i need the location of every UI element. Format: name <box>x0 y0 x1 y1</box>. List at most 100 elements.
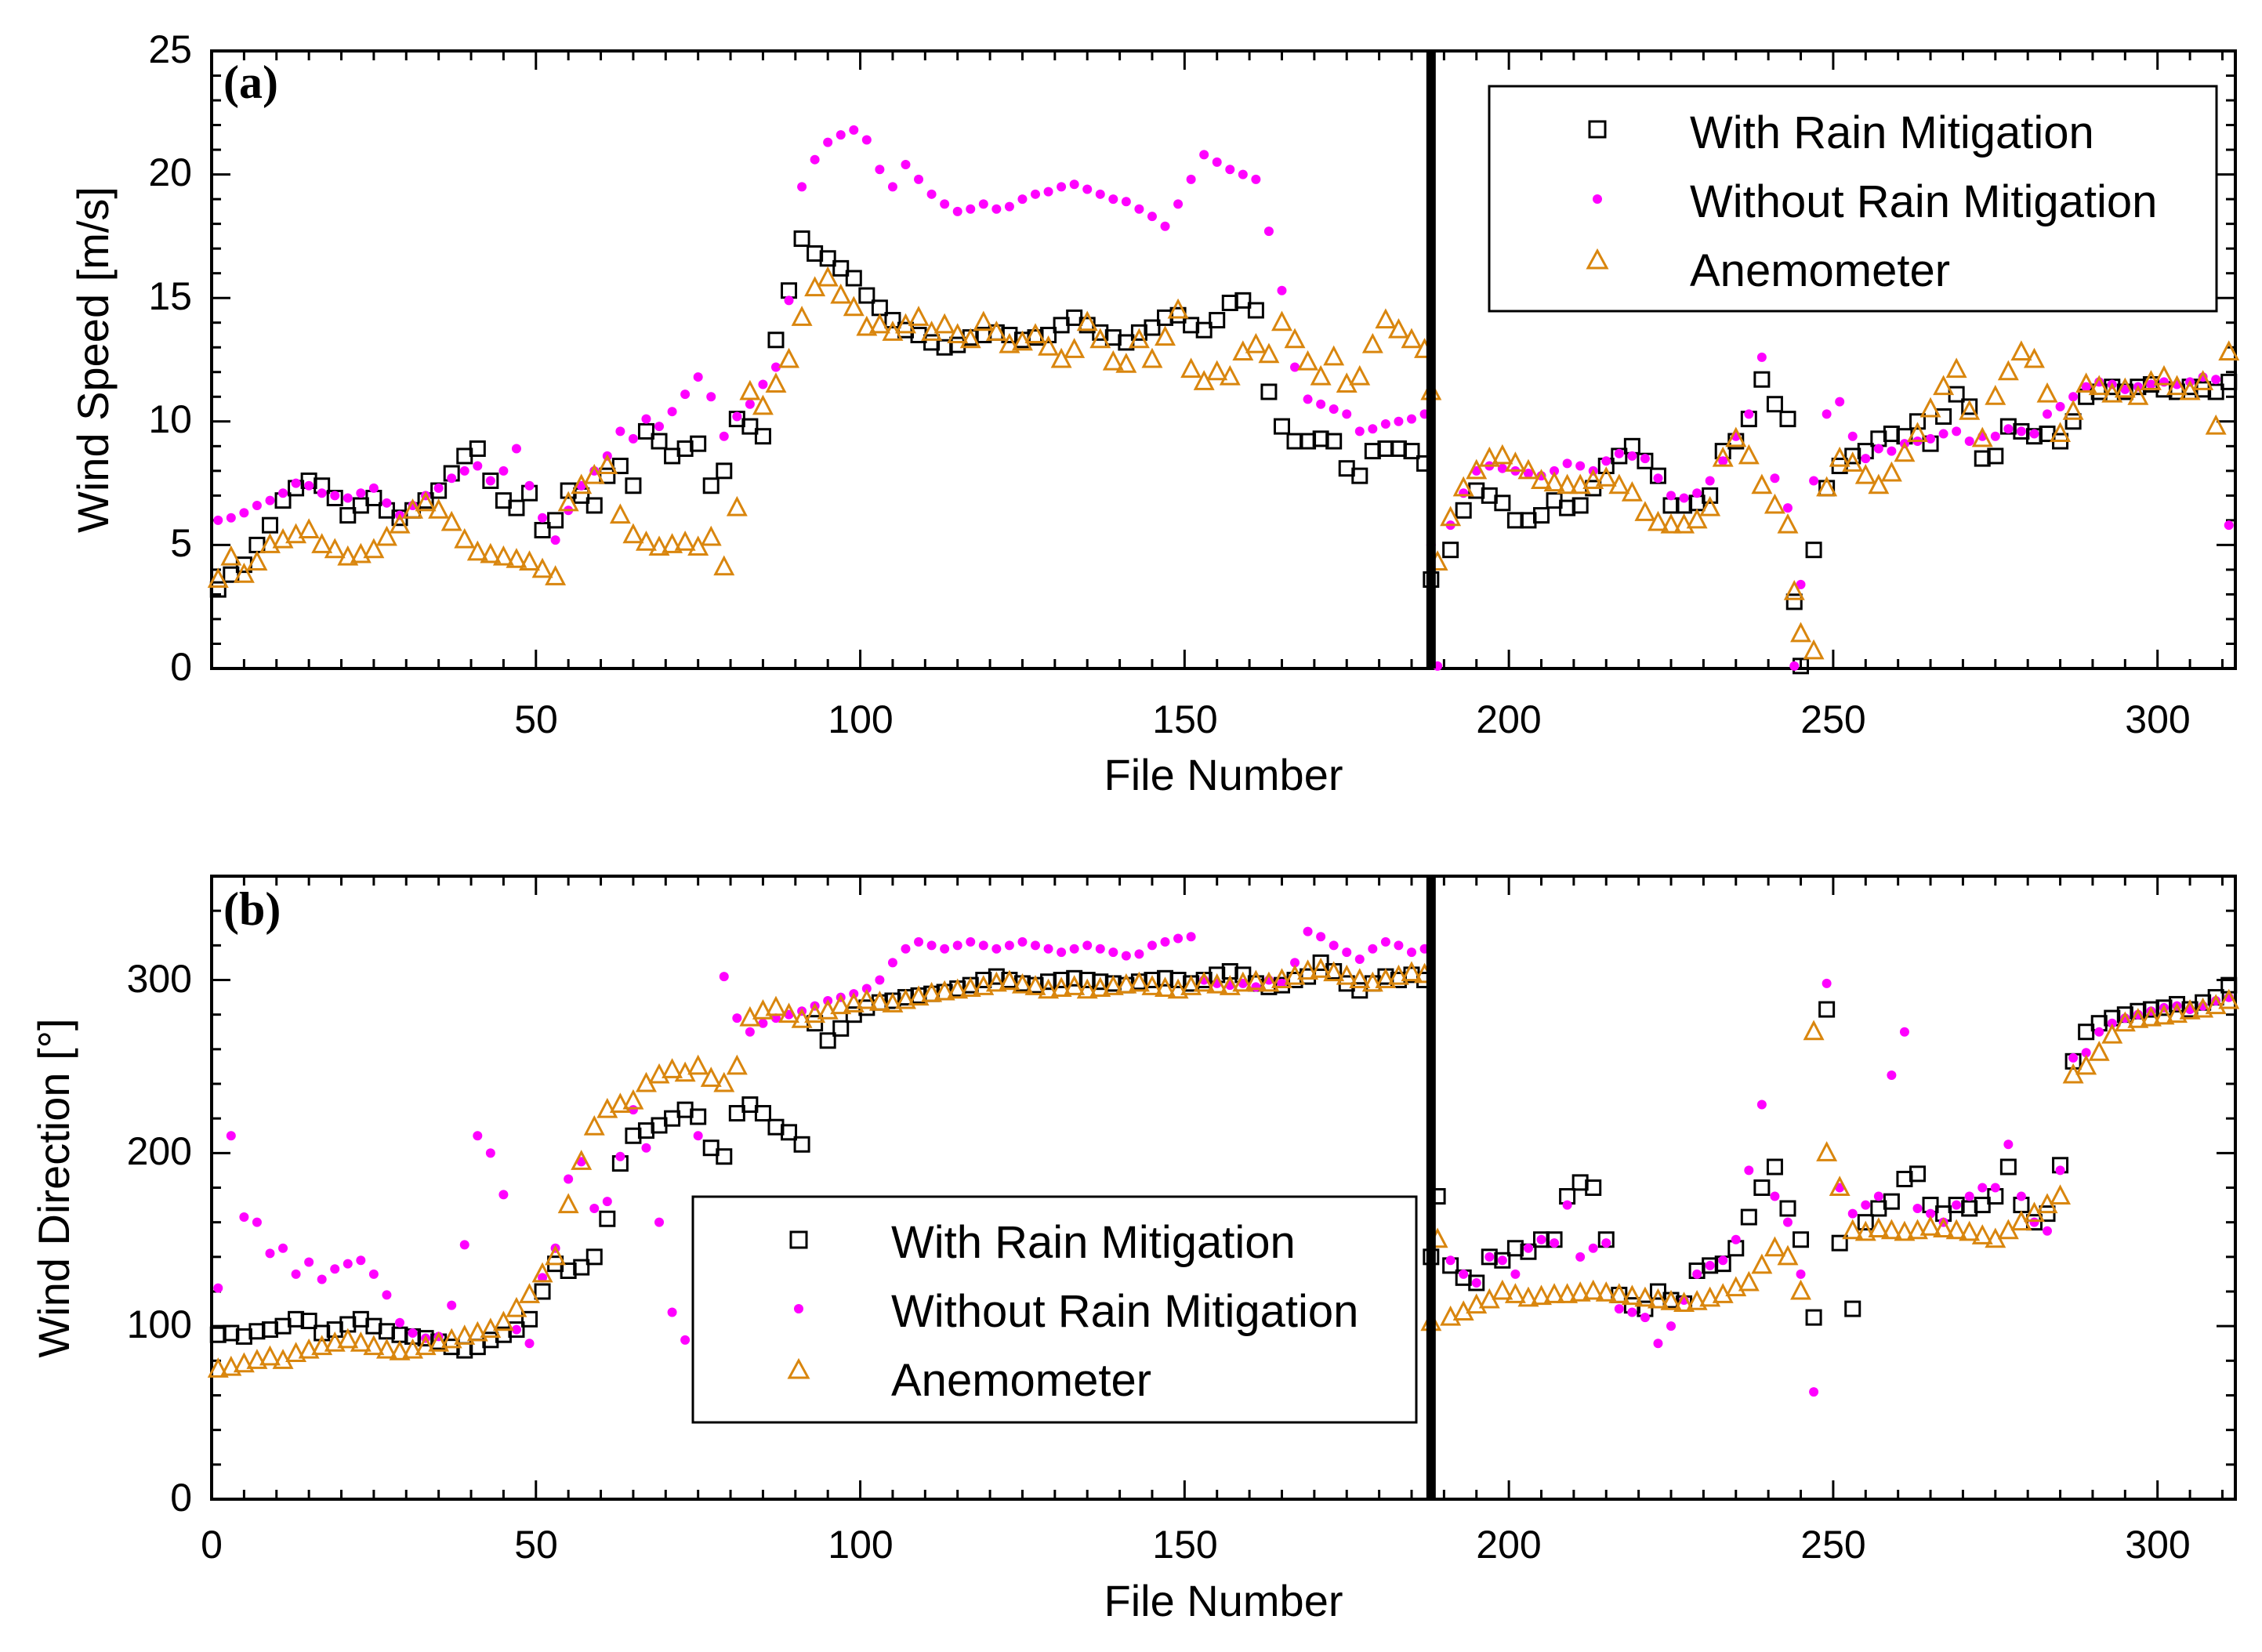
data-point-triangle <box>662 533 683 553</box>
data-point-dot <box>564 1174 574 1184</box>
data-point-dot <box>1316 932 1326 942</box>
data-point-dot <box>770 362 781 372</box>
data-point-square <box>845 270 862 287</box>
data-point-dot <box>2043 409 2053 419</box>
data-point-triangle <box>2050 422 2072 443</box>
data-point-triangle <box>454 527 476 549</box>
data-point-triangle <box>2192 997 2214 1018</box>
data-point-triangle <box>2101 382 2123 403</box>
data-point-dot <box>1718 456 1728 466</box>
data-point-triangle <box>908 306 930 326</box>
data-point-triangle <box>2166 1002 2188 1023</box>
data-point-triangle <box>1297 959 1319 980</box>
data-point-triangle <box>1284 328 1306 349</box>
data-point-square <box>793 230 810 248</box>
data-point-triangle <box>1375 308 1397 329</box>
data-point-dot <box>1887 1070 1897 1080</box>
data-point-triangle <box>440 1328 462 1349</box>
data-point-square <box>1702 487 1719 504</box>
data-point-triangle <box>1725 426 1747 447</box>
data-point-triangle <box>1595 1281 1617 1302</box>
data-point-square <box>1961 398 1978 415</box>
data-point-triangle <box>765 372 787 393</box>
data-point-dot <box>1705 476 1715 486</box>
data-point-triangle <box>1971 1224 1993 1244</box>
data-point-dot <box>2159 377 2169 387</box>
data-point-dot <box>901 944 911 954</box>
data-point-triangle <box>389 1340 411 1360</box>
data-point-dot <box>1705 1260 1715 1270</box>
data-point-dot <box>1822 978 1832 988</box>
data-point-triangle <box>1854 1220 1876 1241</box>
data-point-dot <box>1952 426 1962 437</box>
data-point-triangle <box>1466 1293 1488 1314</box>
data-point-triangle <box>1452 476 1474 497</box>
data-point-triangle <box>1751 1253 1773 1274</box>
data-point-dot <box>1692 488 1702 498</box>
data-point-dot <box>1653 1339 1663 1349</box>
data-point-triangle <box>1582 469 1604 489</box>
data-point-triangle <box>868 313 890 334</box>
data-point-triangle <box>2050 1184 2072 1205</box>
data-point-square <box>1857 1214 1874 1231</box>
data-point-dot <box>1043 944 1053 954</box>
panel-a-ytick-label: 5 <box>170 521 192 565</box>
data-point-triangle <box>2140 1005 2162 1027</box>
data-point-triangle <box>454 1324 476 1345</box>
data-point-dot <box>330 491 340 501</box>
data-point-triangle <box>959 976 981 998</box>
data-point-dot <box>1666 491 1677 501</box>
data-point-dot <box>382 498 392 508</box>
data-point-dot <box>667 407 677 417</box>
data-point-triangle <box>480 542 502 563</box>
data-point-triangle <box>1569 473 1591 495</box>
data-point-triangle <box>1699 1286 1721 1307</box>
panel-b-xtick-label: 200 <box>1476 1523 1541 1567</box>
data-point-square <box>1571 497 1589 514</box>
data-point-triangle <box>1868 1217 1890 1237</box>
data-point-dot <box>1964 1191 1974 1201</box>
data-point-triangle <box>1180 357 1202 379</box>
data-point-dot <box>459 1240 469 1250</box>
panel-a-y-axis-title: Wind Speed [m/s] <box>68 187 118 533</box>
data-point-triangle <box>2153 1004 2175 1025</box>
panel-b-xtick-label: 50 <box>514 1523 558 1567</box>
data-point-triangle <box>492 1310 514 1331</box>
data-point-triangle <box>415 1335 437 1356</box>
data-point-triangle <box>1933 1217 1955 1237</box>
data-point-triangle <box>596 1097 618 1118</box>
data-point-triangle <box>220 545 242 566</box>
data-point-dot <box>1835 1183 1845 1193</box>
data-point-triangle <box>506 548 527 568</box>
data-point-triangle <box>2179 379 2201 400</box>
data-point-triangle <box>1634 501 1656 521</box>
data-point-dot <box>991 944 1002 954</box>
data-point-triangle <box>1128 971 1150 992</box>
data-point-dot <box>1471 1277 1481 1288</box>
data-point-dot <box>252 500 262 510</box>
data-point-dot <box>304 1257 314 1267</box>
data-point-dot <box>1744 409 1754 419</box>
data-point-dot <box>875 165 885 175</box>
data-point-dot <box>1926 1208 1936 1219</box>
data-point-triangle <box>700 525 722 546</box>
data-point-triangle <box>1919 1215 1941 1236</box>
data-point-triangle <box>1842 451 1864 472</box>
data-point-square <box>1753 371 1771 388</box>
data-point-triangle <box>2218 988 2240 1009</box>
data-point-triangle <box>1777 1244 1799 1266</box>
data-point-dot <box>758 1018 768 1028</box>
data-point-dot <box>1497 1255 1507 1266</box>
data-point-dot <box>1887 446 1897 456</box>
data-point-square <box>2064 413 2082 430</box>
data-point-dot <box>952 940 962 951</box>
data-point-dot <box>1406 414 1416 424</box>
data-point-triangle <box>1076 978 1098 999</box>
data-point-triangle <box>1660 1290 1682 1310</box>
data-point-triangle <box>1310 958 1332 978</box>
data-point-dot <box>1847 431 1858 441</box>
data-point-dot <box>914 936 924 947</box>
data-point-triangle <box>1089 976 1111 998</box>
data-point-triangle <box>1361 971 1383 992</box>
data-point-triangle <box>622 523 644 544</box>
